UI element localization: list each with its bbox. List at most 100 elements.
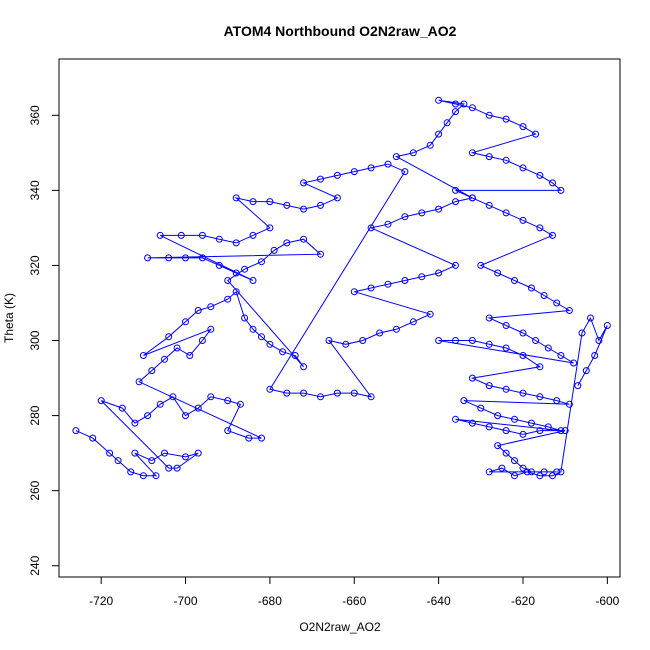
data-point bbox=[587, 314, 594, 322]
data-point bbox=[266, 385, 274, 393]
data-point bbox=[249, 277, 257, 284]
data-point bbox=[317, 175, 324, 183]
data-point bbox=[207, 325, 215, 333]
data-point bbox=[519, 430, 527, 438]
x-tick-label: -700 bbox=[174, 594, 198, 608]
data-point bbox=[224, 397, 232, 405]
data-point bbox=[485, 111, 493, 119]
data-point bbox=[435, 337, 443, 344]
data-point bbox=[350, 389, 358, 397]
data-point bbox=[224, 295, 232, 303]
data-point bbox=[409, 318, 417, 326]
data-point bbox=[536, 472, 544, 480]
data-point bbox=[161, 355, 168, 363]
data-point bbox=[435, 130, 443, 138]
data-point bbox=[182, 412, 189, 420]
data-point bbox=[485, 201, 493, 209]
data-point bbox=[485, 340, 493, 348]
data-point bbox=[401, 277, 409, 284]
data-point bbox=[198, 231, 206, 239]
data-point bbox=[118, 404, 126, 412]
y-tick-label: 320 bbox=[28, 255, 42, 275]
data-point bbox=[557, 468, 565, 476]
series-line bbox=[75, 99, 608, 477]
data-point bbox=[485, 153, 493, 161]
data-point bbox=[527, 419, 535, 427]
data-point bbox=[570, 359, 578, 367]
data-point bbox=[544, 423, 552, 431]
y-axis-label: Theta (K) bbox=[2, 293, 16, 343]
data-point bbox=[435, 205, 443, 213]
data-point bbox=[527, 284, 535, 292]
data-point bbox=[300, 205, 308, 213]
data-points bbox=[72, 96, 611, 480]
data-point bbox=[565, 307, 573, 314]
data-point bbox=[114, 457, 122, 465]
data-point bbox=[173, 464, 181, 472]
data-point bbox=[460, 100, 468, 108]
data-point bbox=[169, 393, 177, 401]
data-point bbox=[224, 427, 232, 435]
x-tick-label: -660 bbox=[342, 594, 366, 608]
data-point bbox=[325, 337, 333, 344]
data-point bbox=[182, 254, 189, 262]
data-point bbox=[194, 307, 202, 314]
data-point bbox=[494, 442, 502, 450]
data-point bbox=[401, 168, 409, 176]
data-point bbox=[502, 209, 510, 217]
data-point bbox=[241, 314, 249, 322]
x-axis: -720 -700 -680 -660 -640 -620 -600 bbox=[89, 576, 620, 608]
data-point bbox=[367, 393, 375, 401]
data-point bbox=[519, 216, 527, 224]
data-point bbox=[582, 367, 590, 375]
chart-title: ATOM4 Northbound O2N2raw_AO2 bbox=[224, 23, 457, 39]
data-point bbox=[249, 325, 257, 333]
data-point bbox=[519, 164, 527, 172]
data-point bbox=[317, 250, 324, 258]
data-point bbox=[266, 198, 274, 206]
data-point bbox=[283, 201, 291, 209]
data-point bbox=[527, 468, 535, 476]
data-point bbox=[578, 329, 586, 337]
data-point bbox=[452, 415, 459, 423]
data-point bbox=[477, 404, 485, 412]
data-point bbox=[426, 141, 434, 149]
data-point bbox=[182, 318, 189, 326]
data-point bbox=[249, 198, 257, 206]
data-point bbox=[317, 393, 324, 401]
data-point bbox=[165, 464, 173, 472]
data-point bbox=[258, 434, 265, 442]
data-point bbox=[532, 337, 540, 344]
data-point bbox=[553, 299, 561, 307]
data-point bbox=[511, 457, 518, 465]
data-point bbox=[215, 261, 223, 269]
data-point bbox=[549, 179, 556, 187]
data-point bbox=[144, 254, 152, 262]
data-point bbox=[553, 468, 561, 476]
data-point bbox=[540, 292, 548, 299]
data-point bbox=[97, 397, 105, 405]
data-point bbox=[502, 427, 510, 435]
data-point bbox=[342, 340, 350, 348]
data-point bbox=[232, 269, 240, 277]
data-point bbox=[384, 280, 392, 288]
data-point bbox=[232, 239, 240, 247]
data-point bbox=[127, 468, 135, 476]
data-point bbox=[283, 239, 291, 247]
data-point bbox=[131, 419, 139, 427]
data-point bbox=[161, 449, 168, 457]
data-point bbox=[452, 198, 459, 206]
data-point bbox=[549, 231, 556, 239]
data-point bbox=[186, 352, 194, 359]
data-point bbox=[376, 329, 384, 337]
data-point bbox=[177, 231, 185, 239]
data-point bbox=[595, 337, 603, 344]
data-point bbox=[519, 389, 527, 397]
data-point bbox=[236, 400, 244, 408]
data-point bbox=[232, 288, 240, 296]
data-point bbox=[519, 123, 527, 131]
data-point bbox=[392, 153, 400, 161]
data-point bbox=[468, 149, 476, 157]
data-point bbox=[198, 254, 206, 262]
